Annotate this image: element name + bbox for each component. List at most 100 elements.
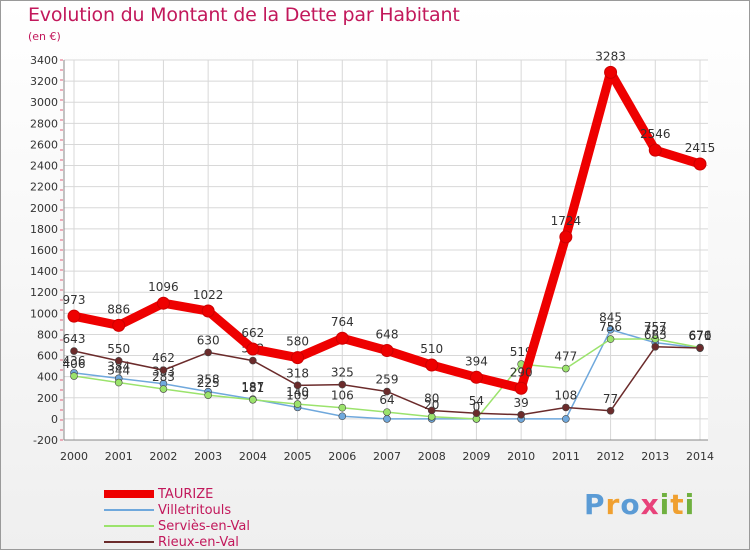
series-rieux-en-val-point xyxy=(204,348,212,357)
series-taurize-data-label: 764 xyxy=(331,315,354,329)
series-rieux-en-val-point xyxy=(696,344,704,352)
y-tick-label: 3400 xyxy=(30,54,58,67)
series-servi-s-en-val-point xyxy=(114,378,123,387)
y-tick-label: 2200 xyxy=(30,181,58,194)
x-tick-label: 2006 xyxy=(328,450,356,463)
series-villetritouls-data-label: 384 xyxy=(107,359,130,373)
series-taurize-data-label: 662 xyxy=(241,326,264,340)
x-tick-label: 2005 xyxy=(284,450,312,463)
series-villetritouls-data-label: 436 xyxy=(63,354,86,368)
series-villetritouls-data-label: 670 xyxy=(689,329,712,343)
x-tick-label: 2003 xyxy=(194,450,222,463)
series-taurize-point xyxy=(514,381,528,395)
series-villetritouls-point xyxy=(338,412,347,421)
series-taurize-point xyxy=(559,230,573,244)
y-tick-label: 2600 xyxy=(30,138,58,151)
y-tick-label: 800 xyxy=(37,328,58,341)
series-taurize-point xyxy=(67,309,81,323)
series-taurize-data-label: 973 xyxy=(63,293,86,307)
series-servi-s-en-val-point xyxy=(338,403,347,412)
legend-item-taurize: TAURIZE xyxy=(104,486,250,502)
y-tick-label: 400 xyxy=(37,371,58,384)
series-rieux-en-val-point xyxy=(114,357,123,365)
series-taurize-point xyxy=(246,342,260,356)
series-rieux-en-val-point xyxy=(383,387,391,396)
series-servi-s-en-val-data-label: 225 xyxy=(197,376,220,390)
series-rieux-en-val-point xyxy=(606,406,615,415)
y-tick-label: 1400 xyxy=(30,265,58,278)
series-rieux-en-val-data-label: 550 xyxy=(107,342,130,356)
series-taurize-point xyxy=(469,370,483,384)
x-tick-label: 2011 xyxy=(552,450,580,463)
legend-item-servies: Serviès-en-Val xyxy=(104,518,250,534)
series-servi-s-en-val-point xyxy=(606,335,615,343)
series-rieux-en-val-point xyxy=(293,381,302,390)
series-servi-s-en-val-point xyxy=(159,385,168,393)
series-rieux-en-val-point xyxy=(517,410,525,419)
y-tick-label: 1000 xyxy=(30,307,58,320)
series-taurize-point xyxy=(425,358,439,372)
series-taurize-point xyxy=(693,157,707,171)
series-taurize-point xyxy=(112,318,126,332)
series-rieux-en-val-data-label: 643 xyxy=(63,332,86,346)
legend-item-rieux: Rieux-en-Val xyxy=(104,534,250,550)
series-taurize-data-label: 1724 xyxy=(551,214,582,228)
series-taurize-data-label: 580 xyxy=(286,335,309,349)
series-rieux-en-val-data-label: 54 xyxy=(469,394,484,408)
series-taurize-point xyxy=(335,331,349,345)
series-villetritouls-data-label: 109 xyxy=(286,388,309,402)
brand-logo: Proxiti xyxy=(584,488,696,521)
series-servi-s-en-val-point xyxy=(249,395,257,404)
y-tick-label: 2400 xyxy=(30,160,58,173)
y-tick-label: 600 xyxy=(37,350,58,363)
y-tick-label: 1600 xyxy=(30,244,58,257)
chart-subtitle: (en €) xyxy=(28,30,61,43)
legend-label-rieux: Rieux-en-Val xyxy=(158,534,239,550)
y-tick-label: 2000 xyxy=(30,202,58,215)
series-villetritouls-data-label: 187 xyxy=(241,380,264,394)
series-servi-s-en-val-data-label: 106 xyxy=(331,389,354,403)
series-rieux-en-val-data-label: 462 xyxy=(152,351,175,365)
series-rieux-en-val-data-label: 683 xyxy=(644,328,667,342)
series-rieux-en-val-point xyxy=(70,347,78,355)
y-tick-label: 3000 xyxy=(30,96,58,109)
legend-label-servies: Serviès-en-Val xyxy=(158,518,250,534)
series-servi-s-en-val-point xyxy=(562,364,570,373)
series-servi-s-en-val-data-label: 406 xyxy=(63,357,86,371)
series-servi-s-en-val-point xyxy=(383,408,391,416)
series-villetritouls-point xyxy=(562,415,570,423)
legend-item-villetritouls: Villetritouls xyxy=(104,502,250,518)
series-taurize-point xyxy=(201,304,215,318)
series-taurize-point xyxy=(648,143,662,157)
x-tick-label: 2009 xyxy=(462,450,490,463)
x-tick-label: 2004 xyxy=(239,450,267,463)
x-tick-label: 2007 xyxy=(373,450,401,463)
legend-swatch-rieux xyxy=(104,541,154,543)
series-servi-s-en-val-point xyxy=(651,335,660,343)
series-villetritouls-data-label: 722 xyxy=(644,324,667,338)
series-servi-s-en-val-point xyxy=(70,372,78,380)
series-taurize-point xyxy=(291,351,305,365)
chart-title: Evolution du Montant de la Dette par Hab… xyxy=(28,4,460,26)
legend: TAURIZE Villetritouls Serviès-en-Val Rie… xyxy=(104,486,250,550)
series-rieux-en-val-data-label: 39 xyxy=(514,396,529,410)
series-servi-s-en-val-point xyxy=(204,391,212,399)
series-rieux-en-val-point xyxy=(651,342,660,351)
series-rieux-en-val-point xyxy=(472,409,481,417)
legend-label-taurize: TAURIZE xyxy=(158,486,214,502)
series-rieux-en-val-data-label: 318 xyxy=(286,366,309,380)
series-taurize-data-label: 2546 xyxy=(640,127,671,141)
y-tick-label: 200 xyxy=(37,392,58,405)
series-servi-s-en-val-data-label: 64 xyxy=(379,393,394,407)
x-tick-label: 2010 xyxy=(507,450,535,463)
series-taurize-data-label: 394 xyxy=(465,354,488,368)
series-rieux-en-val-data-label: 630 xyxy=(197,333,220,347)
series-servi-s-en-val-point xyxy=(293,400,302,408)
legend-label-villetritouls: Villetritouls xyxy=(158,502,232,518)
series-rieux-en-val-data-label: 671 xyxy=(689,329,712,343)
series-taurize-point xyxy=(604,65,618,79)
x-tick-label: 2008 xyxy=(418,450,446,463)
series-rieux-en-val-point xyxy=(562,403,570,412)
y-tick-label: -200 xyxy=(33,434,58,447)
